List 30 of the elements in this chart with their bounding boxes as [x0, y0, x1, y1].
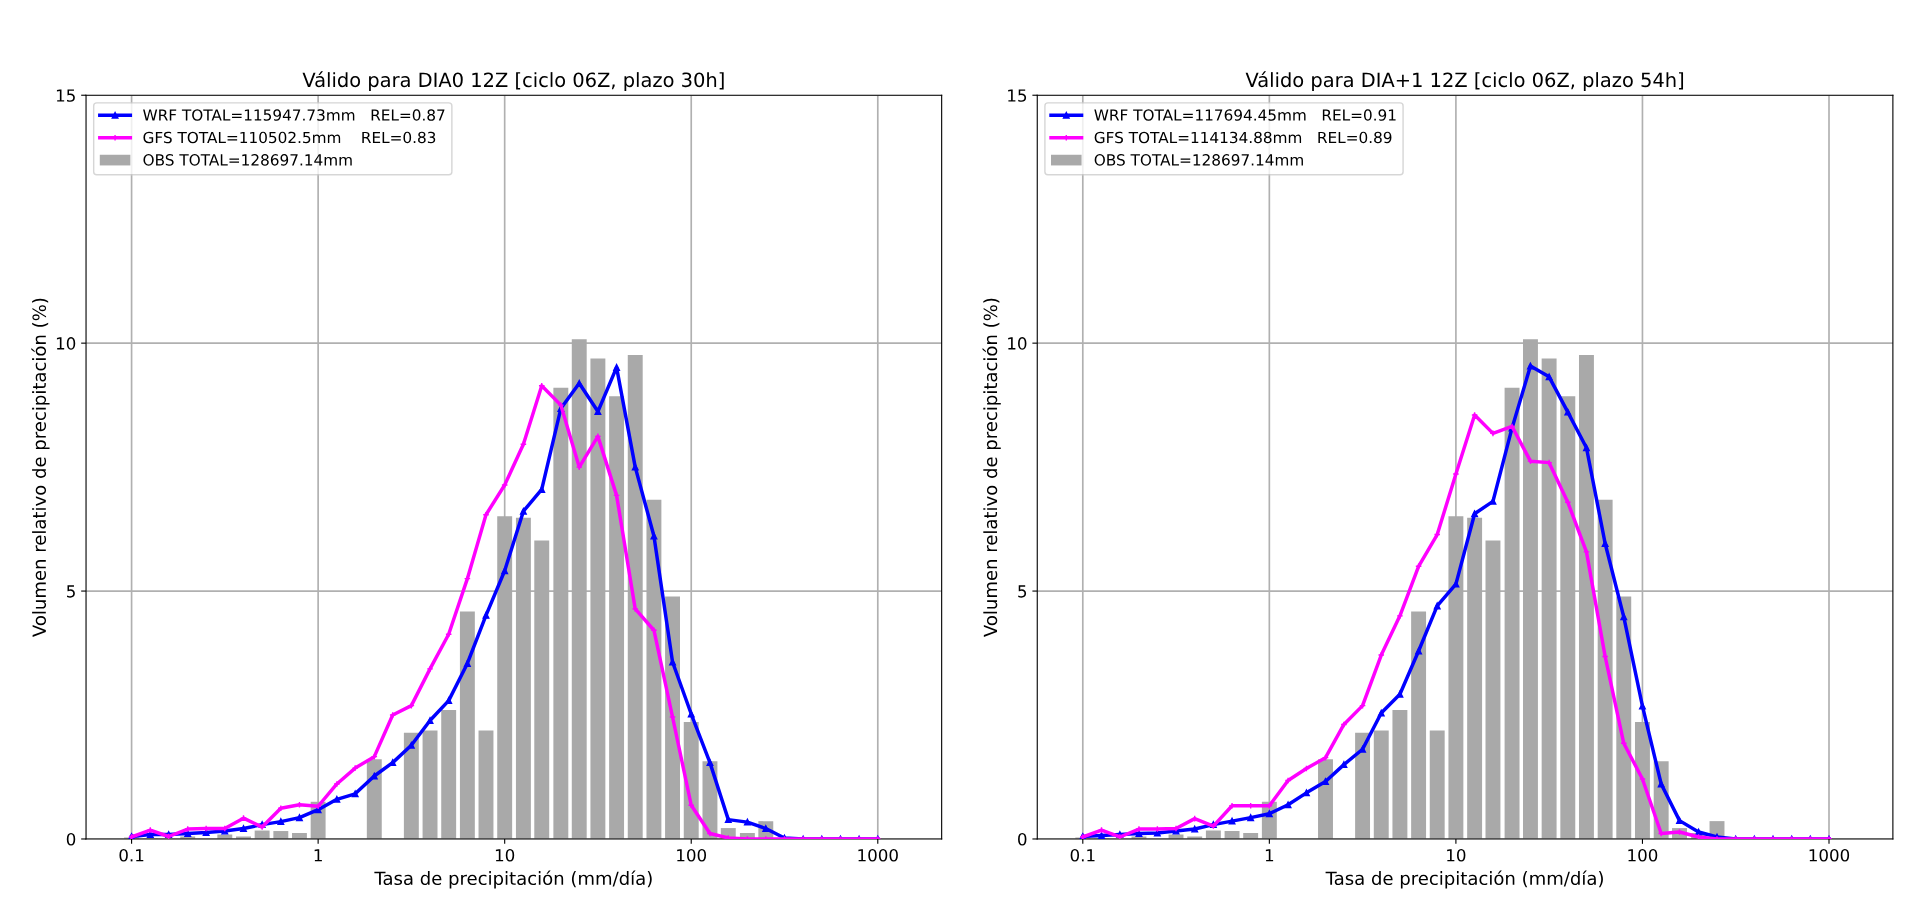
x-tick-label: 10 — [495, 848, 515, 862]
y-tick-label: 5 — [1018, 585, 1027, 598]
chart-title: Válido para DIA0 12Z [ciclo 06Z, plazo 30h] — [302, 71, 724, 91]
x-tick-label: 10 — [1447, 848, 1466, 862]
y-axis-title: Volumen relativo de precipitación (%) — [31, 298, 50, 637]
x-tick-label: 100 — [677, 848, 707, 862]
y-tick-label: 0 — [66, 832, 76, 846]
x-tick-label: 0.1 — [1070, 848, 1095, 862]
y-tick-label: 10 — [56, 337, 76, 350]
x-tick-label: 1 — [314, 849, 322, 862]
legend-label: OBS TOTAL=128697.14mm — [1094, 154, 1303, 166]
chart-title: Válido para DIA+1 12Z [ciclo 06Z, plazo 54h] — [1245, 71, 1684, 91]
x-axis-title: Tasa de precipitación (mm/día) — [1325, 870, 1603, 889]
legend-label: WRF TOTAL=115947.73mm REL=0.87 — [143, 109, 445, 121]
x-tick-label: 1 — [1265, 849, 1274, 862]
y-tick-label: 10 — [1008, 337, 1027, 350]
x-axis-title: Tasa de precipitación (mm/día) — [374, 870, 652, 889]
y-tick-label: 0 — [1018, 832, 1027, 846]
y-axis-title: Volumen relativo de precipitación (%) — [982, 298, 1001, 637]
y-tick-label: 15 — [1008, 89, 1027, 102]
x-tick-label: 100 — [1628, 848, 1658, 862]
legend-label: OBS TOTAL=128697.14mm — [143, 154, 352, 166]
legend-label: GFS TOTAL=110502.5mm REL=0.83 — [143, 131, 436, 144]
x-tick-label: 1000 — [1809, 848, 1850, 862]
x-tick-label: 1000 — [858, 848, 898, 862]
legend-label: GFS TOTAL=114134.88mm REL=0.89 — [1094, 131, 1392, 144]
x-tick-label: 0.1 — [119, 848, 144, 862]
legend-label: WRF TOTAL=117694.45mm REL=0.91 — [1094, 109, 1396, 121]
y-tick-label: 5 — [67, 585, 75, 598]
y-tick-label: 15 — [56, 89, 75, 102]
